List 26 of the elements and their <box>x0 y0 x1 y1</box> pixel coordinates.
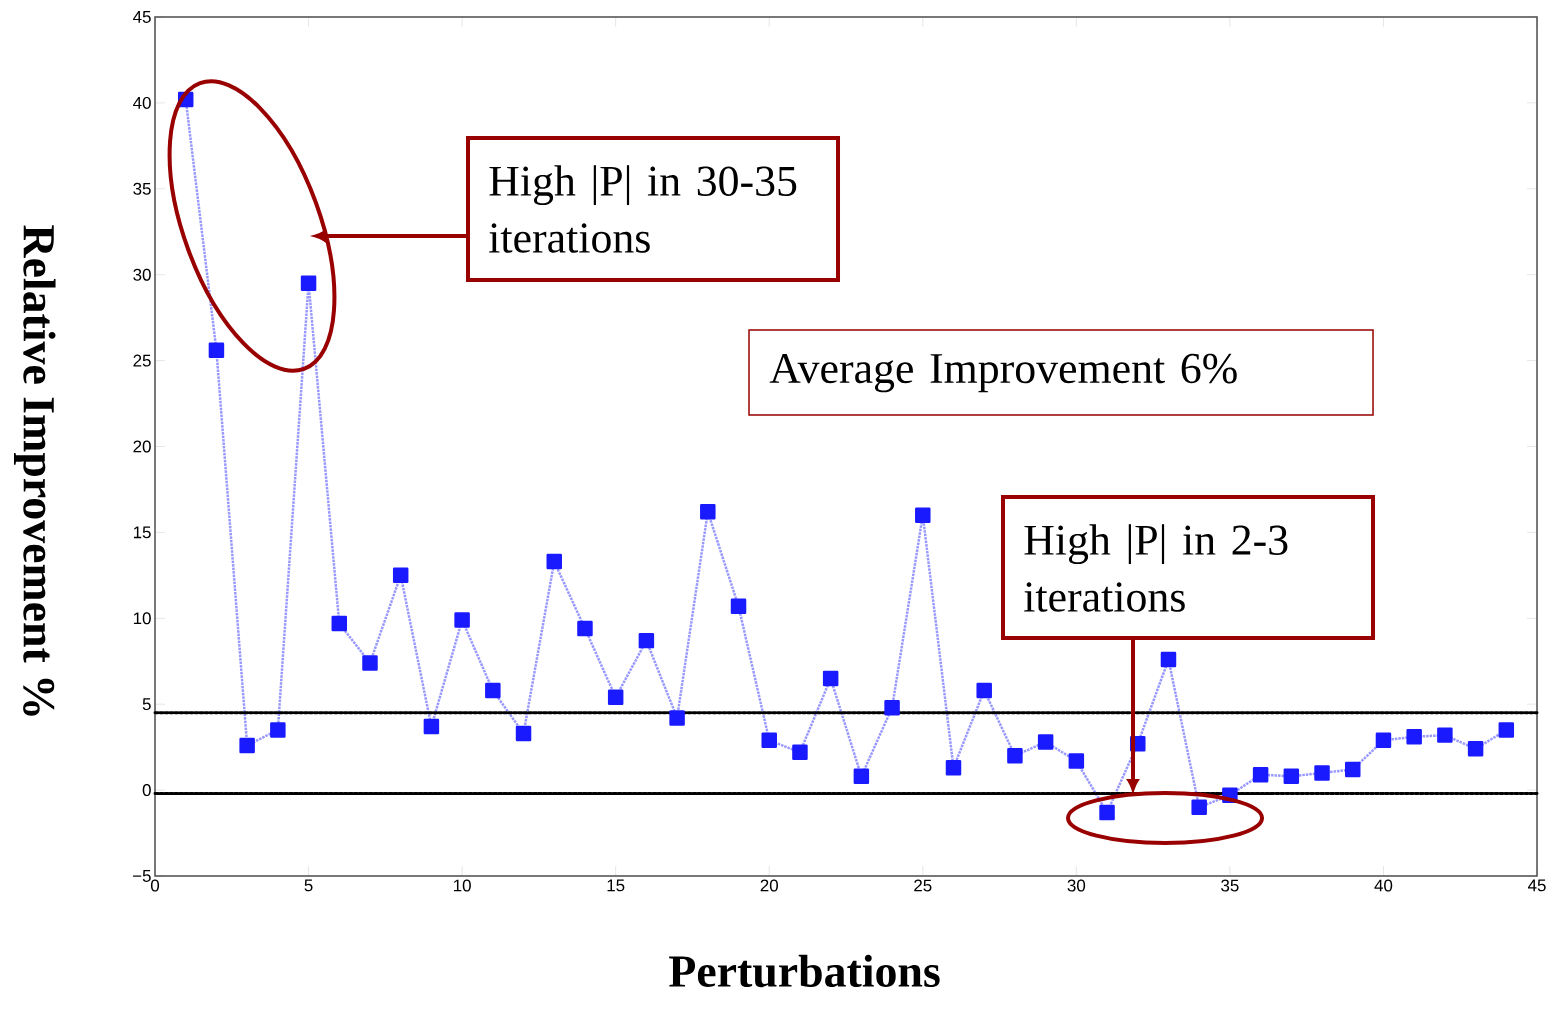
y-tick-label: 30 <box>133 268 151 281</box>
x-tick-label: 45 <box>1527 879 1546 892</box>
y-tick-label: 0 <box>142 784 151 797</box>
x-tick-label: 5 <box>304 879 313 892</box>
y-tick-label: −5 <box>133 870 151 882</box>
y-tick-label: 40 <box>133 96 151 109</box>
x-axis-title: Perturbations <box>669 954 940 988</box>
x-tick-label: 40 <box>1374 879 1393 892</box>
x-tick-label: 10 <box>453 879 471 892</box>
x-tick-label: 35 <box>1221 879 1239 892</box>
y-tick-label: 15 <box>133 526 151 539</box>
x-tick-label: 25 <box>914 879 932 892</box>
annotation: Average Improvement 6% <box>769 353 1237 393</box>
x-tick-label: 15 <box>607 879 625 892</box>
y-tick-label: 35 <box>133 182 151 195</box>
y-tick-label: 10 <box>133 612 151 625</box>
annotation: High |P| in 30-35 iterations <box>489 165 797 253</box>
annotation: High |P| in 2-3 iterations <box>1024 524 1288 612</box>
y-tick-label: 20 <box>133 440 151 453</box>
x-tick-label: 30 <box>1067 879 1086 892</box>
x-tick-label: 20 <box>760 879 778 892</box>
y-tick-label: 5 <box>142 698 151 711</box>
y-tick-label: 25 <box>133 354 151 367</box>
x-tick-label: 0 <box>150 879 160 892</box>
y-tick-label: 45 <box>133 11 151 23</box>
y-axis-title: Relative Improvement % <box>13 225 56 716</box>
